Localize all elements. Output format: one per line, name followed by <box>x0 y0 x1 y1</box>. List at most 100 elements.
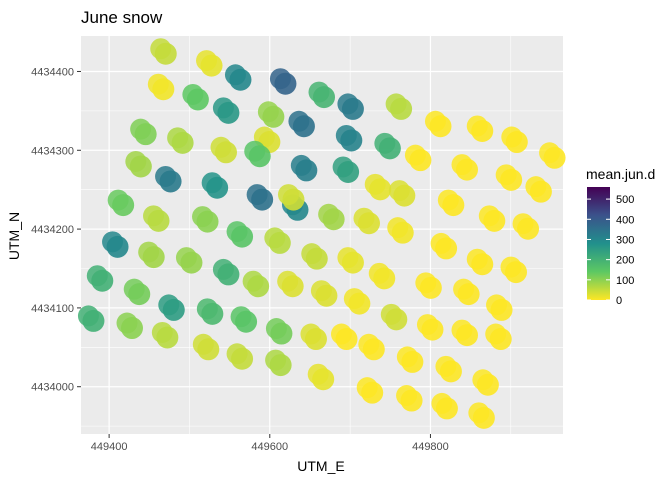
data-point <box>385 308 408 331</box>
data-point <box>201 302 224 325</box>
legend-label: 0 <box>616 295 622 307</box>
data-point <box>129 155 152 178</box>
data-point <box>171 131 194 154</box>
data-points <box>77 38 566 429</box>
x-axis: 449400 449600 449800 <box>91 434 449 453</box>
data-point <box>322 208 345 231</box>
data-point <box>455 324 478 347</box>
data-point <box>281 275 304 298</box>
data-point <box>391 221 414 244</box>
data-point <box>439 360 462 383</box>
data-point <box>429 115 452 138</box>
data-point <box>206 176 229 199</box>
data-point <box>152 78 175 101</box>
data-point <box>483 209 506 232</box>
legend-label: 300 <box>616 234 634 246</box>
data-point <box>121 317 144 340</box>
chart-title: June snow <box>81 8 163 27</box>
data-point <box>341 251 364 274</box>
data-point <box>247 275 270 298</box>
legend-label: 400 <box>616 214 634 226</box>
data-point <box>186 88 209 111</box>
data-point <box>305 247 328 270</box>
data-point <box>409 149 432 172</box>
data-point <box>282 188 305 211</box>
data-point <box>269 354 292 377</box>
data-point <box>341 97 364 120</box>
y-tick-label: 4434100 <box>31 303 74 315</box>
data-point <box>500 168 523 191</box>
data-point <box>340 129 363 152</box>
data-point <box>435 397 458 420</box>
data-point <box>543 146 566 169</box>
data-point <box>400 389 423 412</box>
data-point <box>369 178 392 201</box>
x-tick-label: 449600 <box>251 441 288 453</box>
legend-label: 500 <box>616 194 634 206</box>
data-point <box>91 269 114 292</box>
data-point <box>455 158 478 181</box>
plot-panel <box>77 36 566 434</box>
data-point <box>362 338 385 361</box>
data-point <box>159 170 182 193</box>
y-axis: 4434000 4434100 4434200 4434300 4434400 <box>31 66 81 394</box>
data-point <box>442 194 465 217</box>
y-tick-label: 4434000 <box>31 382 74 394</box>
data-point <box>457 283 480 306</box>
data-point <box>112 194 135 217</box>
legend-label: 100 <box>616 275 634 287</box>
data-point <box>517 217 540 240</box>
data-point <box>504 261 527 284</box>
legend-ticks: 0 100 200 300 400 500 <box>587 194 634 307</box>
data-point <box>357 212 380 235</box>
data-point <box>142 246 165 269</box>
data-point <box>471 253 494 276</box>
data-point <box>106 235 129 258</box>
data-point <box>128 283 151 306</box>
data-point <box>373 267 396 290</box>
legend-colorbar <box>587 187 610 300</box>
legend-label: 200 <box>616 255 634 267</box>
data-point <box>335 328 358 351</box>
color-legend: mean.jun.d 0 100 200 300 400 500 <box>586 166 655 307</box>
data-point <box>312 368 335 391</box>
data-point <box>315 284 338 307</box>
data-point <box>505 131 528 154</box>
data-point <box>490 298 513 321</box>
y-tick-label: 4434300 <box>31 145 74 157</box>
data-point <box>378 137 401 160</box>
data-point <box>162 298 185 321</box>
data-point <box>348 292 371 315</box>
data-point <box>361 381 384 404</box>
data-point <box>82 309 105 332</box>
data-point <box>134 123 157 146</box>
data-point <box>472 406 495 429</box>
data-point <box>270 322 293 345</box>
x-axis-title: UTM_E <box>297 458 344 474</box>
data-point <box>251 188 274 211</box>
y-tick-label: 4434200 <box>31 224 74 236</box>
data-point <box>197 338 220 361</box>
data-point <box>529 180 552 203</box>
data-point <box>476 373 499 396</box>
data-point <box>248 145 271 168</box>
data-point <box>214 141 237 164</box>
data-point <box>304 328 327 351</box>
y-axis-title: UTM_N <box>6 212 22 260</box>
data-point <box>419 276 442 299</box>
data-point <box>180 251 203 274</box>
data-point <box>435 237 458 260</box>
y-tick-label: 4434400 <box>31 66 74 78</box>
data-point <box>217 101 240 124</box>
data-point <box>274 72 297 95</box>
data-point <box>489 328 512 351</box>
data-point <box>268 231 291 254</box>
data-point <box>196 210 219 233</box>
data-point <box>390 97 413 120</box>
legend-title: mean.jun.d <box>586 166 655 182</box>
data-point <box>231 225 254 248</box>
data-point <box>231 347 254 370</box>
data-point <box>235 310 258 333</box>
data-point <box>262 105 285 128</box>
